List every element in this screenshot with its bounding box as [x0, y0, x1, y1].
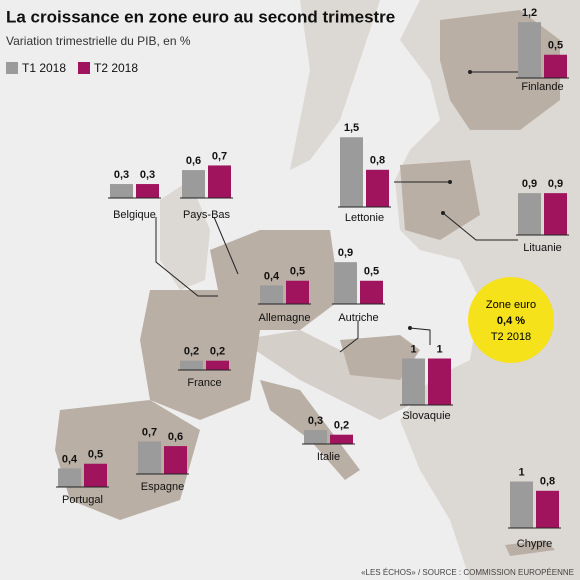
bar: [110, 184, 133, 198]
land-baltics: [400, 160, 480, 240]
value-label: 1: [518, 466, 524, 478]
value-label: 0,9: [548, 178, 563, 190]
country-name: Finlande: [521, 81, 563, 93]
land-central: [240, 330, 420, 420]
land-cyprus: [505, 540, 555, 556]
leader-dot: [448, 180, 452, 184]
value-label: 0,3: [140, 169, 155, 181]
country-name: Lituanie: [523, 242, 562, 254]
subtitle: Variation trimestrielle du PIB, en %: [6, 34, 191, 48]
country-name: Espagne: [141, 481, 184, 493]
value-label: 0,9: [338, 247, 353, 259]
country-name: Allemagne: [259, 312, 311, 324]
value-label: 0,5: [364, 266, 379, 278]
leader: [213, 216, 239, 275]
callout-value: 0,4 %: [497, 315, 525, 327]
value-label: 0,2: [334, 420, 349, 432]
land-austria-slovakia: [340, 335, 420, 380]
leader-dot: [441, 211, 445, 215]
callout-title: Zone euro: [486, 299, 536, 311]
bar: [544, 193, 567, 235]
value-label: 0,6: [186, 155, 201, 167]
bar: [58, 468, 81, 487]
leader-dot: [468, 70, 472, 74]
country-name: Slovaquie: [402, 410, 450, 422]
value-label: 0,9: [522, 178, 537, 190]
land-finland: [440, 10, 560, 130]
leader: [409, 327, 431, 345]
bar: [260, 285, 283, 304]
bar: [180, 360, 203, 370]
leader: [339, 320, 359, 353]
country-name: Italie: [317, 451, 340, 463]
land-iberia: [55, 400, 200, 520]
country-name: Pays-Bas: [183, 209, 231, 221]
bar: [428, 358, 451, 405]
value-label: 0,4: [62, 453, 78, 465]
land-italy: [260, 380, 360, 480]
land-france: [140, 290, 260, 420]
bar: [208, 165, 231, 198]
callout-circle: [468, 277, 554, 363]
legend-swatch: [6, 62, 18, 74]
value-label: 1: [410, 343, 416, 355]
leaders: [155, 70, 518, 353]
bar: [402, 358, 425, 405]
bar: [518, 193, 541, 235]
land-germany: [210, 230, 340, 330]
value-label: 0,7: [212, 150, 227, 162]
bar: [164, 446, 187, 474]
legend-label: T1 2018: [22, 61, 66, 75]
value-label: 1,5: [344, 122, 359, 134]
value-label: 0,3: [308, 415, 323, 427]
leader-dot: [408, 326, 412, 330]
value-label: 0,4: [264, 270, 280, 282]
legend-label: T2 2018: [94, 61, 138, 75]
legend-swatch: [78, 62, 90, 74]
bar: [536, 490, 559, 528]
bar: [518, 22, 541, 78]
source: «LES ÉCHOS» / SOURCE : COMMISSION EUROPÉ…: [361, 568, 574, 577]
bar: [136, 184, 159, 198]
bar: [286, 280, 309, 304]
value-label: 0,5: [88, 449, 103, 461]
bar: [138, 441, 161, 474]
bar: [206, 360, 229, 370]
value-label: 0,6: [168, 431, 183, 443]
bar: [330, 434, 353, 444]
bar: [334, 262, 357, 304]
bar: [366, 169, 389, 207]
value-label: 0,7: [142, 426, 157, 438]
bar: [182, 170, 205, 198]
bar: [84, 463, 107, 487]
title: La croissance en zone euro au second tri…: [6, 7, 395, 26]
value-label: 0,8: [540, 476, 555, 488]
leader: [155, 217, 218, 297]
value-label: 0,2: [210, 346, 225, 358]
country-name: Chypre: [517, 538, 552, 550]
value-label: 1,2: [522, 7, 537, 19]
bar: [304, 430, 327, 444]
value-label: 1: [436, 343, 442, 355]
value-label: 0,5: [290, 266, 305, 278]
country-name: Lettonie: [345, 212, 384, 224]
country-name: Belgique: [113, 209, 156, 221]
value-label: 0,8: [370, 155, 385, 167]
bar: [544, 54, 567, 78]
leader: [442, 212, 518, 241]
bar: [340, 137, 363, 207]
country-name: Portugal: [62, 494, 103, 506]
value-label: 0,2: [184, 346, 199, 358]
callout-period: T2 2018: [491, 331, 531, 343]
country-name: France: [187, 377, 221, 389]
value-label: 0,5: [548, 40, 563, 52]
value-label: 0,3: [114, 169, 129, 181]
land-scandinavia: [290, 0, 380, 170]
bar: [360, 280, 383, 304]
country-name: Autriche: [338, 312, 378, 324]
bar: [510, 481, 533, 528]
land-uk: [160, 180, 210, 290]
